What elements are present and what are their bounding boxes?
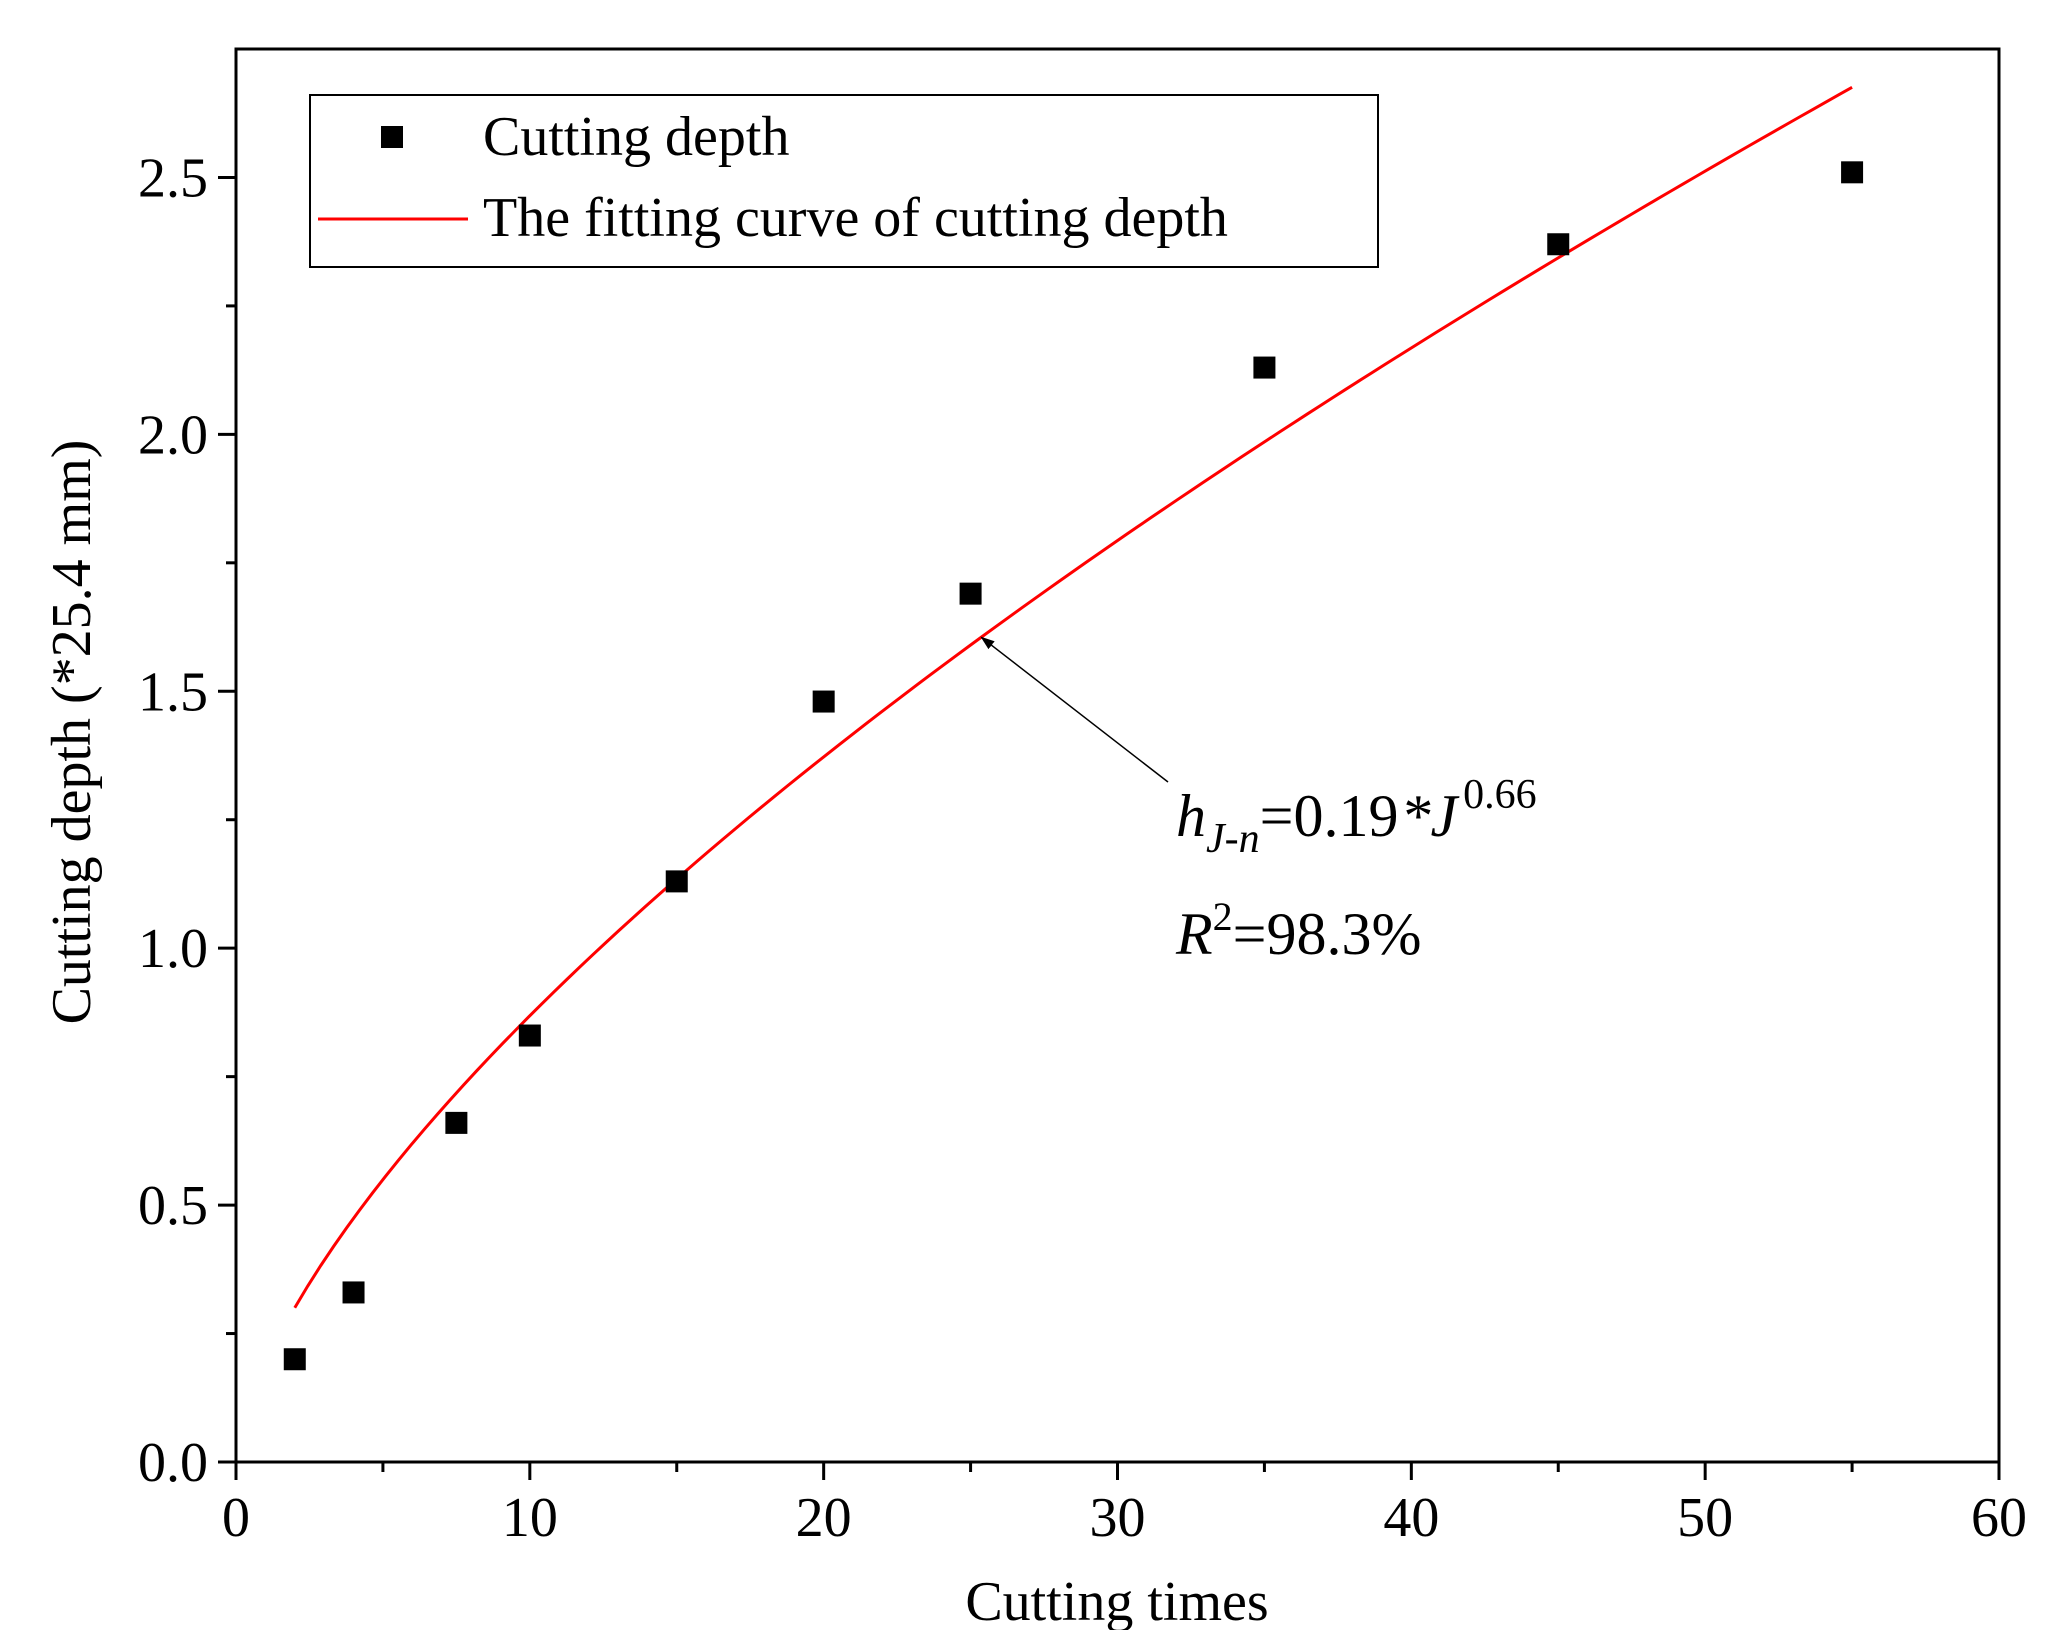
data-point [959,582,982,605]
data-point [342,1281,365,1304]
data-point [665,870,688,893]
data-point [1547,233,1570,256]
data-point [445,1111,468,1134]
legend-box [309,94,1379,268]
equation-lhs: h [1176,783,1206,849]
r-squared-power: 2 [1213,894,1233,939]
x-tick-label: 0 [222,1487,250,1549]
x-tick-label: 60 [1971,1487,2027,1549]
r-squared-symbol: R [1175,901,1213,967]
equation-subscript: J-n [1206,816,1260,862]
equation-rhs: =0.19 [1260,783,1399,849]
data-point [1841,161,1864,184]
x-tick-label: 10 [502,1487,558,1549]
equation-operator: * [1400,783,1430,849]
data-point [812,690,835,713]
r-squared-value: =98.3% [1233,901,1422,967]
y-tick-label: 2.0 [138,404,208,466]
equation-exponent: 0.66 [1463,772,1537,818]
y-tick-label: 1.5 [138,661,208,723]
fit-curve-layer [293,86,1853,1309]
x-tick-label: 50 [1677,1487,1733,1549]
fit-equation: hJ-n=0.19*J 0.66 [1176,772,1537,862]
data-point [1253,356,1276,379]
x-tick-label: 30 [1090,1487,1146,1549]
y-tick-label: 0.5 [138,1175,208,1237]
axes-layer: 0 10 20 30 40 50 60 0.0 0.5 1.0 1.5 2.0 2.5 [138,47,2027,1549]
y-tick-label: 0.0 [138,1432,208,1494]
legend-label-fitting-curve: The fitting curve of cutting depth [483,187,1228,249]
legend-marker-cutting-depth [381,126,403,148]
fit-curve [293,86,1853,1309]
annotation-arrow [980,636,1169,783]
x-tick-label: 40 [1383,1487,1439,1549]
x-axis-label: Cutting times [965,1571,1268,1630]
legend: Cutting depth The fitting curve of cutti… [309,94,1379,268]
y-tick-label: 2.5 [138,147,208,209]
y-axis-label: Cutting depth (*25.4 mm) [41,440,103,1025]
r-squared: R2=98.3% [1175,894,1421,967]
data-points-layer [283,161,1864,1371]
data-point [283,1348,306,1371]
legend-label-cutting-depth: Cutting depth [483,106,789,168]
equation-variable: J [1430,783,1459,849]
y-tick-label: 1.0 [138,918,208,980]
data-point [518,1024,541,1047]
x-tick-label: 20 [796,1487,852,1549]
